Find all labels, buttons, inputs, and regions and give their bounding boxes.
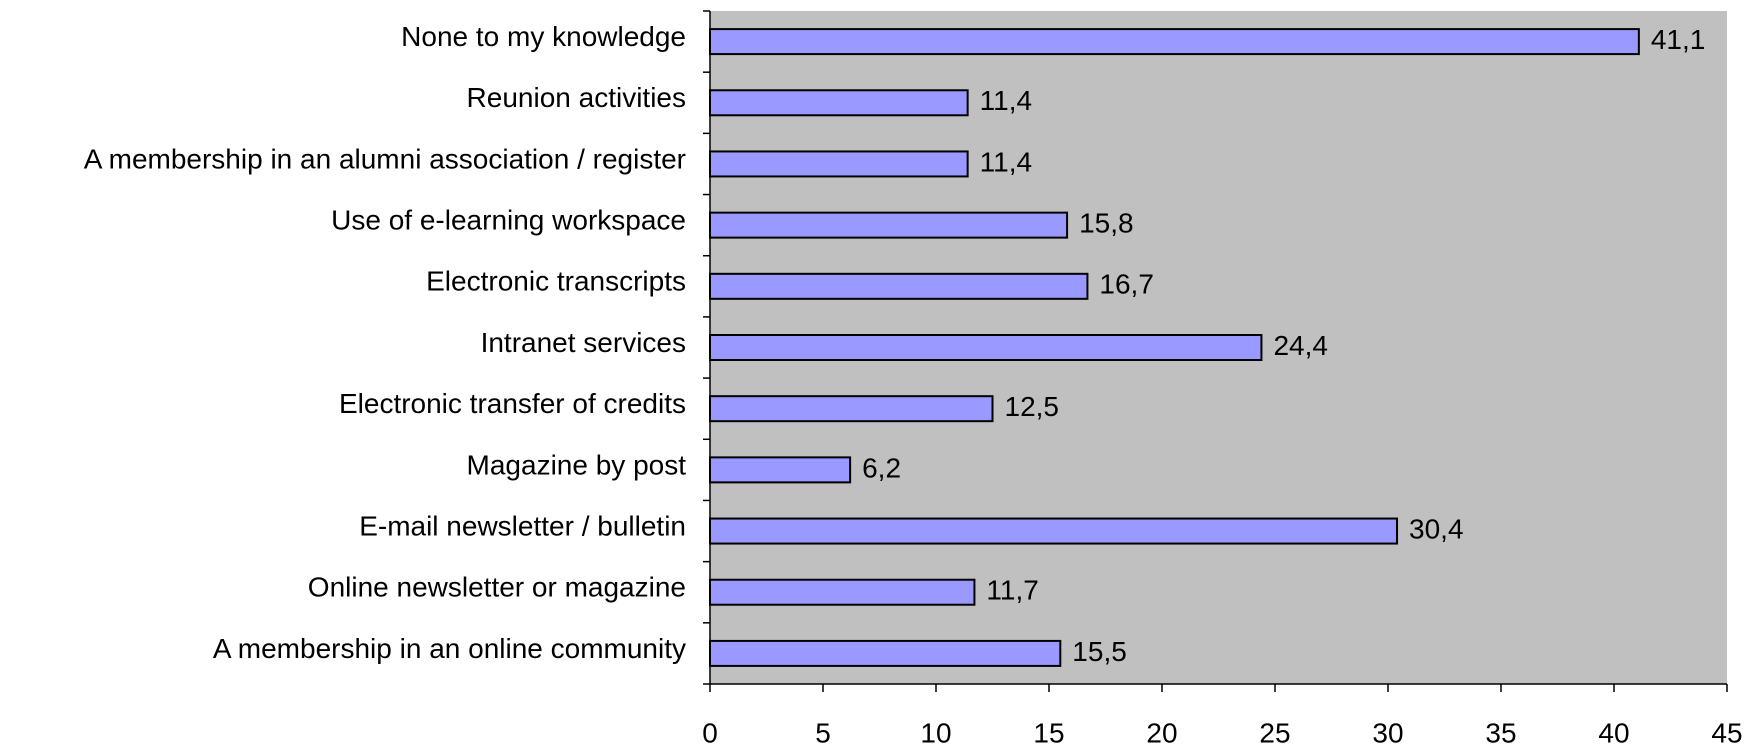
data-label: 6,2 <box>862 452 901 483</box>
data-label: 11,7 <box>986 575 1038 606</box>
x-tick-label: 35 <box>1485 717 1516 748</box>
data-label: 24,4 <box>1273 330 1328 361</box>
x-tick-label: 15 <box>1033 717 1064 748</box>
y-tick-label: E-mail newsletter / bulletin <box>359 510 686 541</box>
y-tick-label: Use of e-learning workspace <box>331 205 686 236</box>
x-tick-label: 0 <box>702 717 718 748</box>
bar <box>709 456 852 484</box>
x-tick-label: 30 <box>1372 717 1403 748</box>
data-label: 41,1 <box>1651 24 1706 55</box>
bar <box>709 639 1062 667</box>
data-label: 30,4 <box>1409 513 1464 544</box>
y-tick-label: Electronic transfer of credits <box>339 388 686 419</box>
data-label: 15,5 <box>1072 636 1127 667</box>
bar <box>709 150 969 178</box>
bar <box>709 334 1263 361</box>
data-label: 12,5 <box>1005 391 1060 422</box>
bar <box>709 28 1640 56</box>
data-label: 15,8 <box>1079 208 1134 239</box>
bar <box>709 578 976 606</box>
y-tick-label: A membership in an alumni association / … <box>84 143 686 174</box>
bar <box>709 395 994 423</box>
x-tick-label: 45 <box>1711 717 1742 748</box>
data-label: 16,7 <box>1099 269 1154 300</box>
data-label: 11,4 <box>980 85 1032 116</box>
bar <box>709 211 1069 239</box>
y-tick-label: A membership in an online community <box>213 633 686 664</box>
bar <box>709 89 969 117</box>
x-tick-label: 5 <box>815 717 831 748</box>
bar <box>709 272 1089 300</box>
x-tick-label: 10 <box>920 717 951 748</box>
y-tick-label: None to my knowledge <box>401 21 686 52</box>
x-tick-label: 20 <box>1146 717 1177 748</box>
y-tick-label: Magazine by post <box>467 449 687 480</box>
y-tick-label: Intranet services <box>481 327 686 358</box>
y-tick-label: Online newsletter or magazine <box>308 572 686 603</box>
y-tick-label: Reunion activities <box>467 82 686 113</box>
x-tick-label: 40 <box>1598 717 1629 748</box>
bar <box>709 517 1399 545</box>
y-tick-label: Electronic transcripts <box>426 266 686 297</box>
x-tick-label: 25 <box>1259 717 1290 748</box>
data-label: 11,4 <box>980 146 1032 177</box>
